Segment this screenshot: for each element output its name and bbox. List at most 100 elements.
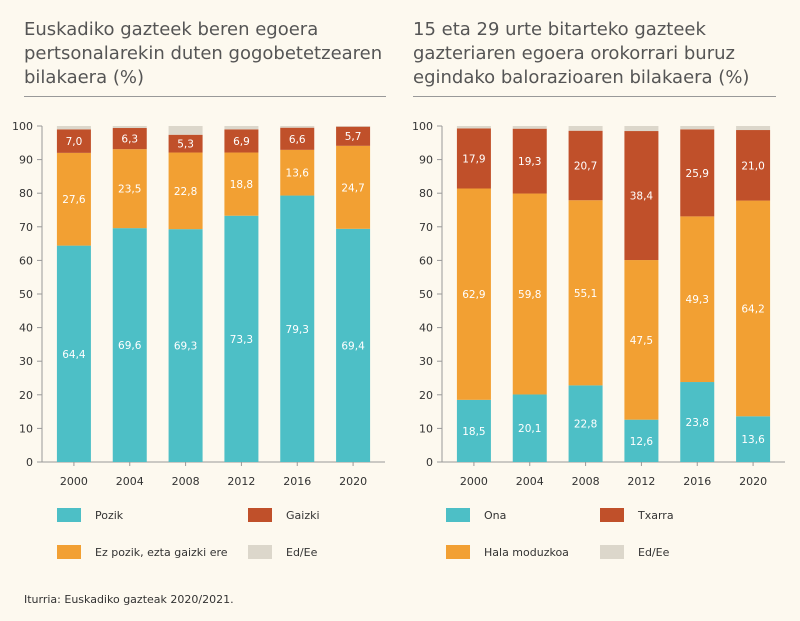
- left-x-tick-label: 2012: [227, 475, 255, 488]
- right-y-tick-label: 80: [419, 187, 433, 200]
- left-data-label: 24,7: [341, 182, 364, 194]
- legend-label: Ed/Ee: [638, 545, 670, 559]
- right-data-label: 21,0: [741, 160, 764, 172]
- left-bar-segment: [56, 152, 91, 246]
- left-bar-segment: [168, 152, 203, 230]
- right-bar-segment: [624, 260, 659, 420]
- left-data-label: 6,9: [233, 136, 250, 148]
- left-y-tick-label: 80: [19, 187, 33, 200]
- legend-label: Pozik: [95, 508, 124, 522]
- left-y-tick-label: 90: [19, 154, 33, 167]
- left-data-label: 13,6: [286, 168, 310, 180]
- right-bar-segment: [456, 128, 491, 189]
- legend-item-pozik: Pozik: [57, 508, 123, 522]
- right-data-label: 62,9: [462, 289, 485, 301]
- left-data-label: 23,5: [118, 184, 141, 196]
- left-bar-segment: [336, 126, 371, 127]
- left-bar-segment: [280, 149, 315, 196]
- left-data-label: 18,8: [230, 179, 253, 191]
- left-bar-segment: [224, 126, 259, 130]
- left-bar-segment: [224, 215, 259, 462]
- left-y-tick-label: 100: [12, 120, 33, 133]
- left-bar-segment: [56, 129, 91, 153]
- right-bar-segment: [736, 130, 771, 201]
- right-bar-segment: [568, 126, 603, 131]
- left-bar-segment: [168, 126, 203, 135]
- legend-item-gaizki: Gaizki: [248, 508, 320, 522]
- left-y-tick-label: 0: [26, 456, 33, 469]
- right-data-label: 55,1: [574, 288, 597, 300]
- left-bar-segment: [224, 152, 259, 216]
- right-bar-segment: [456, 399, 491, 462]
- right-bar-segment: [736, 126, 771, 131]
- legend-item-hala-moduzkoa: Hala moduzkoa: [446, 545, 569, 559]
- left-bar-segment: [168, 134, 203, 153]
- left-data-label: 69,3: [174, 341, 197, 353]
- left-data-label: 6,6: [289, 134, 306, 146]
- right-data-label: 13,6: [741, 434, 765, 446]
- left-data-label: 79,3: [286, 324, 309, 336]
- legend-swatch-ona: [446, 508, 470, 522]
- left-bar-segment: [336, 228, 371, 462]
- left-x-tick-label: 2004: [116, 475, 144, 488]
- left-stacked-bar-chart: 0 10 20 30 40 50 60 70 80 90 100 64,4 27,6 7,0 2000 69,…: [12, 120, 385, 488]
- right-data-label: 22,8: [574, 419, 597, 431]
- left-data-label: 7,0: [66, 136, 83, 148]
- right-bar-segment: [568, 385, 603, 462]
- left-data-label: 6,3: [121, 134, 138, 146]
- legend-item-ona: Ona: [446, 508, 506, 522]
- right-bar-segment: [680, 126, 715, 130]
- left-bar-segment: [168, 229, 203, 462]
- right-bar-segment: [512, 394, 547, 462]
- right-stacked-bar-chart: 0 10 20 30 40 50 60 70 80 90 100 18,5 62,9 17,9 2000 20…: [412, 120, 785, 488]
- right-data-label: 59,8: [518, 289, 541, 301]
- legend-item-ed-ee-right: Ed/Ee: [600, 545, 669, 559]
- left-bar-segment: [112, 128, 147, 150]
- left-y-tick-label: 50: [19, 288, 33, 301]
- legend-label: Ez pozik, ezta gaizki ere: [95, 545, 228, 559]
- left-data-label: 5,7: [345, 131, 362, 143]
- left-bar-segment: [280, 126, 315, 128]
- left-y-tick-label: 30: [19, 355, 33, 368]
- right-x-tick-label: 2004: [516, 475, 544, 488]
- right-data-label: 38,4: [630, 191, 654, 203]
- left-data-label: 27,6: [62, 194, 86, 206]
- legend-swatch-neutral: [57, 545, 81, 559]
- legend-swatch-txarra: [600, 508, 624, 522]
- left-data-label: 69,4: [341, 340, 365, 352]
- left-data-label: 73,3: [230, 334, 253, 346]
- legend-swatch-ed-ee: [600, 545, 624, 559]
- left-x-tick-label: 2008: [172, 475, 200, 488]
- right-x-tick-label: 2020: [739, 475, 767, 488]
- right-data-label: 49,3: [686, 294, 709, 306]
- right-x-tick-label: 2012: [627, 475, 655, 488]
- right-y-tick-label: 30: [419, 355, 433, 368]
- legend-label: Ed/Ee: [286, 545, 318, 559]
- right-y-tick-label: 70: [419, 221, 433, 234]
- right-y-tick-label: 10: [419, 422, 433, 435]
- left-bar-segment: [56, 245, 91, 462]
- legend-swatch-gaizki: [248, 508, 272, 522]
- right-bar-segment: [624, 419, 659, 462]
- left-data-label: 69,6: [118, 340, 142, 352]
- right-data-label: 17,9: [462, 153, 485, 165]
- legend-label: Gaizki: [286, 508, 320, 522]
- right-bar-segment: [456, 188, 491, 400]
- left-data-label: 5,3: [177, 139, 194, 151]
- right-title-divider: [413, 96, 776, 97]
- right-bar-segment: [680, 129, 715, 217]
- right-bar-segment: [680, 382, 715, 462]
- legend-swatch-pozik: [57, 508, 81, 522]
- right-data-label: 20,1: [518, 423, 541, 435]
- right-data-label: 18,5: [462, 426, 485, 438]
- right-x-tick-label: 2008: [572, 475, 600, 488]
- left-x-tick-label: 2000: [60, 475, 88, 488]
- right-y-tick-label: 50: [419, 288, 433, 301]
- right-bar-segment: [512, 126, 547, 129]
- left-bar-segment: [336, 126, 371, 146]
- right-y-tick-label: 60: [419, 254, 433, 267]
- right-data-label: 12,6: [630, 436, 654, 448]
- left-y-tick-label: 10: [19, 422, 33, 435]
- right-data-label: 23,8: [686, 417, 709, 429]
- legend-swatch-hala-moduzkoa: [446, 545, 470, 559]
